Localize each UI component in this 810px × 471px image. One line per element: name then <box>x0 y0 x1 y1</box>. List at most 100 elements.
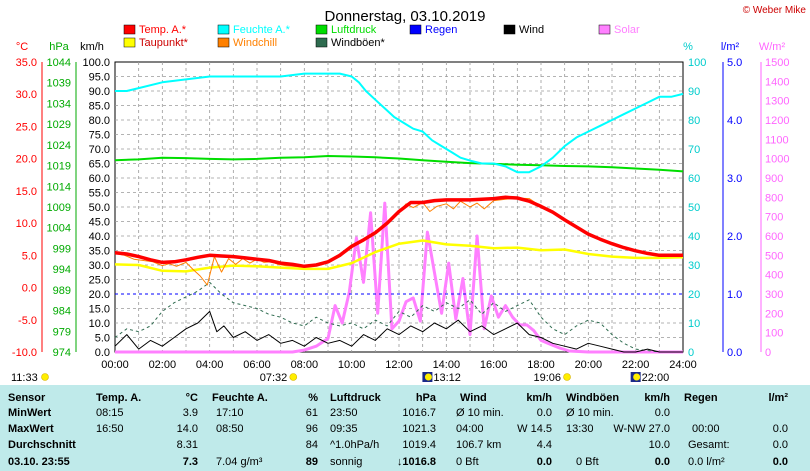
tick-rain: 1.0 <box>727 289 742 301</box>
wind-unit: km/h <box>526 392 552 404</box>
row-label-min: MinWert <box>8 407 52 419</box>
wind-header: Wind <box>460 392 487 404</box>
legend-label: Feuchte A.* <box>233 24 291 36</box>
tick-solar: 900 <box>765 173 783 185</box>
legend-swatch <box>315 37 328 48</box>
wind-max-value: W 14.5 <box>517 423 552 435</box>
tick-time: 20:00 <box>575 359 603 371</box>
luftdruck-current: ↓1016.8 <box>396 456 436 468</box>
tick-wind: 100.0 <box>82 57 110 69</box>
windboeen-day-avg: 10.0 <box>648 439 670 451</box>
daylight-icon <box>41 373 49 381</box>
tick-solar: 800 <box>765 192 783 204</box>
tick-wind: 35.0 <box>89 246 110 258</box>
tick-hum: 90 <box>688 86 700 98</box>
luftdruck-column: Luftdruck hPa 23:50 1016.7 09:35 1021.3 ^1.… <box>324 385 442 471</box>
tick-press: 974 <box>53 347 71 359</box>
sunrise-icon <box>289 373 298 381</box>
tick-temp: 0.0 <box>22 283 37 295</box>
feuchte-header: Feuchte A. <box>212 392 268 404</box>
tick-solar: 400 <box>765 270 783 282</box>
tick-wind: 20.0 <box>89 289 110 301</box>
tick-temp: 5.0 <box>22 250 37 262</box>
legend-swatch <box>598 24 611 35</box>
tick-press: 999 <box>53 243 71 255</box>
tick-solar: 1500 <box>765 57 789 69</box>
axis-unit-solar: W/m² <box>759 41 786 53</box>
luftdruck-trend: ^1.0hPa/h <box>330 439 380 451</box>
legend-swatch <box>123 37 136 48</box>
tick-time: 24:00 <box>669 359 697 371</box>
axis-unit-wind: km/h <box>80 41 104 53</box>
tick-wind: 55.0 <box>89 188 110 200</box>
regen-rate: 0.0 l/m² <box>688 456 725 468</box>
sensor-column: Sensor MinWert MaxWert Durchschnitt 03.1… <box>0 385 86 471</box>
wind-max-time: 04:00 <box>456 423 484 435</box>
series-line-feuchte-a <box>115 72 684 174</box>
windboeen-avg-value: 0.0 <box>654 407 670 419</box>
tick-time: 22:00 <box>622 359 650 371</box>
temp-avg-value: 8.31 <box>176 439 198 451</box>
luftdruck-min-value: 1016.7 <box>402 407 436 419</box>
tick-rain: 2.0 <box>727 231 742 243</box>
legend-label: Regen <box>425 24 457 36</box>
tick-time: 08:00 <box>291 359 319 371</box>
windboeen-avg-label: Ø 10 min. <box>566 407 614 419</box>
temp-current: 7.3 <box>182 456 198 468</box>
tick-press: 979 <box>53 326 71 338</box>
tick-wind: 45.0 <box>89 217 110 229</box>
tick-wind: 80.0 <box>89 115 110 127</box>
temp-max-time: 16:50 <box>96 423 124 435</box>
sunrise-time: 07:32 <box>260 372 288 384</box>
temp-column: Temp. A. °C 08:15 3.9 16:50 14.0 8.31 7.3 <box>88 385 202 471</box>
tick-time: 02:00 <box>149 359 177 371</box>
windboeen-header: Windböen <box>566 392 620 404</box>
temp-min-value: 3.9 <box>182 407 198 419</box>
tick-hum: 80 <box>688 115 700 127</box>
tick-press: 1024 <box>47 140 71 152</box>
windboeen-bft: 0 Bft <box>576 456 599 468</box>
row-label-avg: Durchschnitt <box>8 439 76 451</box>
regen-max-value: 0.0 <box>772 423 788 435</box>
series-line-taupunkt <box>114 239 684 273</box>
windboeen-column: Windböen km/h Ø 10 min. 0.0 13:30 W-NW 27.0… <box>560 385 674 471</box>
series-line-solar <box>115 201 683 354</box>
windboeen-max-time: 13:30 <box>566 423 594 435</box>
feuchte-max-time: 08:50 <box>216 423 244 435</box>
temp-max-value: 14.0 <box>176 423 198 435</box>
luftdruck-max-value: 1021.3 <box>402 423 436 435</box>
luftdruck-max-time: 09:35 <box>330 423 358 435</box>
weather-state: sonnig <box>330 456 363 468</box>
tick-hum: 100 <box>688 57 706 69</box>
tick-time: 04:00 <box>196 359 224 371</box>
tick-solar: 0 <box>765 347 771 359</box>
tick-wind: 10.0 <box>89 318 110 330</box>
regen-column: Regen l/m² 00:00 0.0 Gesamt: 0.0 0.0 l/m² 0.… <box>678 385 790 471</box>
tick-rain: 4.0 <box>727 115 742 127</box>
regen-header: Regen <box>684 392 718 404</box>
tick-press: 1004 <box>47 223 71 235</box>
feuchte-unit: % <box>308 392 318 404</box>
tick-hum: 30 <box>688 260 700 272</box>
tick-press: 984 <box>53 306 71 318</box>
tick-solar: 500 <box>765 250 783 262</box>
moonset-time: 22:00 <box>642 372 670 384</box>
regen-current: 0.0 <box>772 456 788 468</box>
feuchte-min-time: 17:10 <box>216 407 244 419</box>
wind-bft: 0 Bft <box>456 456 479 468</box>
sunset-time: 19:06 <box>534 372 562 384</box>
wind-current: 0.0 <box>536 456 552 468</box>
moonrise-time: 13:12 <box>433 372 461 384</box>
tick-wind: 15.0 <box>89 304 110 316</box>
tick-rain: 0.0 <box>727 347 742 359</box>
axis-unit-press: hPa <box>49 41 69 53</box>
legend-swatch <box>217 24 230 35</box>
daylight-duration: 11:33 <box>11 372 38 384</box>
tick-temp: -5.0 <box>18 315 37 327</box>
tick-temp: 15.0 <box>16 186 37 198</box>
wind-avg-label: Ø 10 min. <box>456 407 504 419</box>
tick-hum: 40 <box>688 231 700 243</box>
regen-total-value: 0.0 <box>772 439 788 451</box>
tick-press: 1009 <box>47 202 71 214</box>
feuchte-min-value: 61 <box>305 407 318 419</box>
